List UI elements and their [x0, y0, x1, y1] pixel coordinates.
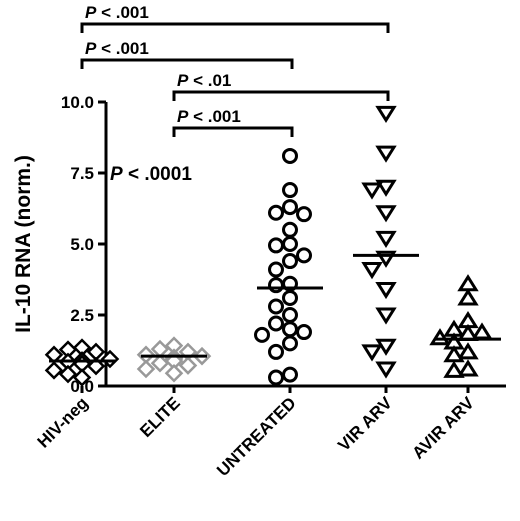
- data-point: [375, 307, 397, 325]
- overall-p-value-text: P < .0001: [110, 164, 192, 185]
- significance-bracket: [80, 58, 294, 69]
- y-axis-title: IL-10 RNA (norm.): [12, 155, 35, 333]
- data-point: [361, 182, 383, 200]
- data-point: [268, 261, 284, 278]
- data-point: [429, 328, 451, 346]
- data-points: [44, 105, 493, 387]
- significance-bracket: [80, 22, 390, 33]
- significance-bracket: [172, 90, 390, 101]
- bracket-p-value: P < .001: [177, 107, 241, 126]
- data-point: [296, 324, 312, 341]
- data-point: [296, 206, 312, 223]
- y-axis: 0.02.55.07.510.0: [61, 93, 108, 396]
- data-point: [375, 105, 397, 123]
- data-point: [375, 361, 397, 379]
- data-point: [268, 277, 284, 294]
- data-point: [375, 145, 397, 163]
- data-point: [282, 253, 298, 270]
- bracket-p-value: P < .001: [85, 3, 149, 22]
- y-tick-label: 2.5: [70, 306, 94, 325]
- data-point: [164, 363, 184, 383]
- x-tick-label: HIV-neg: [34, 393, 92, 451]
- bracket-p-value: P < .001: [85, 39, 149, 58]
- data-point: [282, 236, 298, 252]
- data-point: [282, 221, 298, 238]
- data-point: [282, 289, 298, 306]
- y-tick-label: 7.5: [70, 164, 94, 183]
- data-point: [457, 342, 479, 360]
- x-tick-label: ELITE: [136, 393, 183, 440]
- data-point: [375, 281, 397, 300]
- data-point: [268, 237, 284, 254]
- x-tick-label: VIR ARV: [334, 393, 396, 455]
- data-point: [282, 366, 298, 383]
- data-point: [457, 323, 479, 341]
- data-point: [443, 345, 465, 363]
- data-point: [282, 321, 298, 338]
- data-point: [100, 349, 120, 369]
- y-tick-label: 5.0: [70, 235, 94, 254]
- bracket-p-value: P < .01: [177, 71, 231, 90]
- data-point: [361, 344, 383, 362]
- data-point: [375, 205, 397, 223]
- data-point: [375, 338, 397, 356]
- data-point: [72, 368, 92, 387]
- data-point: [268, 204, 284, 221]
- median-lines: [49, 253, 501, 363]
- x-axis: HIV-neg ELITE UNTREATED VIR ARV AVIR ARV: [34, 384, 506, 480]
- data-point: [375, 230, 397, 248]
- significance-bracket: [172, 126, 294, 137]
- significance-brackets: P < .001 P < .001 P < .01 P < .001: [80, 3, 390, 137]
- data-point: [136, 359, 156, 379]
- x-tick-label: AVIR ARV: [408, 393, 478, 463]
- data-point: [375, 179, 397, 197]
- data-point: [58, 364, 78, 384]
- data-point: [457, 288, 479, 306]
- data-point: [282, 307, 298, 323]
- data-point: [361, 262, 383, 280]
- data-point: [150, 354, 170, 373]
- data-point: [282, 335, 298, 352]
- data-point: [296, 247, 312, 264]
- overall-p-value: P < .0001: [110, 164, 192, 185]
- data-point: [254, 326, 270, 343]
- data-point: [268, 343, 284, 360]
- data-point: [282, 147, 298, 164]
- data-point: [282, 182, 298, 199]
- x-tick-label: UNTREATED: [213, 393, 300, 480]
- data-point: [457, 274, 479, 292]
- data-point: [282, 199, 298, 216]
- data-point: [178, 356, 198, 375]
- data-point: [457, 359, 479, 377]
- y-tick-label: 10.0: [61, 93, 94, 112]
- data-point: [44, 361, 64, 380]
- data-point: [268, 315, 284, 332]
- data-point: [268, 298, 284, 315]
- data-point: [443, 360, 465, 378]
- data-point: [268, 369, 284, 386]
